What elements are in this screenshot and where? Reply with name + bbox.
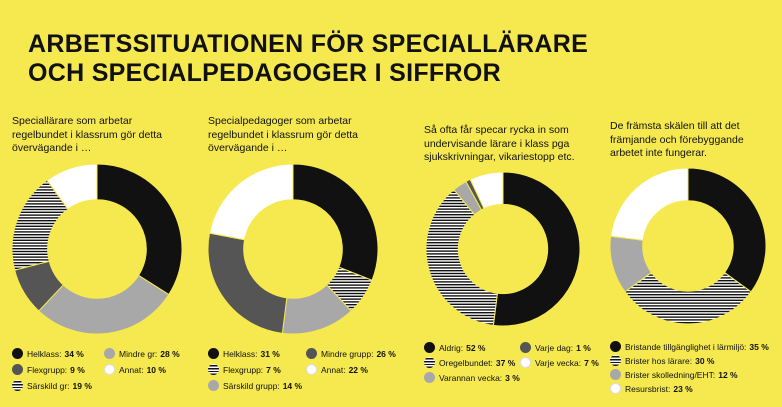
legend-label: Flexgrupp: <box>27 364 68 375</box>
legend-swatch <box>610 369 621 380</box>
legend-value: 7 % <box>584 357 599 368</box>
legend-label: Bristande tillgänglighet i lärmiljö: <box>625 341 747 352</box>
legend-item: Annat: 10 % <box>104 364 166 375</box>
legend-swatch <box>208 380 219 391</box>
chart-2-donut <box>207 163 379 335</box>
donut-slice-2 <box>425 188 498 326</box>
chart-3-intro: Så ofta får specar rycka in som undervis… <box>424 124 575 163</box>
legend-swatch <box>306 348 317 359</box>
legend-value: 26 % <box>376 348 396 359</box>
legend-swatch <box>208 364 219 375</box>
legend-label: Aldrig: <box>439 342 464 353</box>
legend-value: 19 % <box>72 380 92 391</box>
legend-item: Bristande tillgänglighet i lärmiljö: 35 … <box>610 341 769 352</box>
legend-value: 31 % <box>260 348 280 359</box>
legend-item: Mindre grupp: 26 % <box>306 348 396 359</box>
title-line-2: OCH SPECIALPEDAGOGER I SIFFROR <box>28 59 501 87</box>
legend-item: Varannan vecka: 3 % <box>424 372 520 383</box>
legend-item: Brister hos lärare: 30 % <box>610 355 714 366</box>
legend-item: Varje dag: 1 % <box>520 342 591 353</box>
legend-value: 7 % <box>266 364 281 375</box>
legend-label: Varje vecka: <box>535 357 582 368</box>
legend-swatch <box>12 348 23 359</box>
page-title: ARBETSSITUATIONEN FÖR SPECIALLÄRARE OCH … <box>28 30 588 88</box>
legend-item: Särskild grupp: 14 % <box>208 380 302 391</box>
legend-value: 28 % <box>160 348 180 359</box>
legend-item: Flexgrupp: 9 % <box>12 364 85 375</box>
legend-label: Särskild grupp: <box>223 380 280 391</box>
legend-swatch <box>610 355 621 366</box>
legend-label: Helklass: <box>27 348 62 359</box>
donut-slice-2 <box>624 271 752 325</box>
legend-value: 9 % <box>70 364 85 375</box>
legend-value: 12 % <box>718 369 738 380</box>
legend-swatch <box>520 342 531 353</box>
legend-label: Annat: <box>321 364 346 375</box>
legend-item: Flexgrupp: 7 % <box>208 364 281 375</box>
chart-3-donut <box>425 171 581 327</box>
donut-slice-5 <box>208 163 294 241</box>
legend-item: Särskild gr: 19 % <box>12 380 92 391</box>
legend-item: Resursbrist: 23 % <box>610 383 693 394</box>
legend-label: Varje dag: <box>535 342 574 353</box>
legend-label: Helklass: <box>223 348 258 359</box>
chart-4-intro: De främsta skälen till att det främjande… <box>610 120 744 159</box>
legend-label: Brister hos lärare: <box>625 355 693 366</box>
donut-slice-1 <box>292 163 379 281</box>
legend-value: 14 % <box>282 380 303 391</box>
legend-value: 52 % <box>466 342 486 353</box>
legend-label: Annat: <box>119 364 144 375</box>
legend-item: Annat: 22 % <box>306 364 368 375</box>
donut-slice-4 <box>610 167 689 241</box>
legend-value: 35 % <box>749 341 769 352</box>
legend-swatch <box>520 357 531 368</box>
legend-value: 37 % <box>495 357 516 368</box>
donut-slice-1 <box>96 163 183 296</box>
chart-1-donut <box>11 163 183 335</box>
legend-value: 3 % <box>505 372 520 383</box>
title-line-1: ARBETSSITUATIONEN FÖR SPECIALLÄRARE <box>28 30 589 58</box>
legend-swatch <box>208 348 219 359</box>
donut-slice-5 <box>469 171 504 210</box>
legend-value: 23 % <box>673 383 693 394</box>
legend-label: Mindre gr: <box>119 348 158 359</box>
legend-label: Resursbrist: <box>625 383 671 394</box>
legend-item: Helklass: 34 % <box>12 348 84 359</box>
legend-item: Brister skolledning/EHT: 12 % <box>610 369 738 380</box>
donut-slice-1 <box>492 171 581 327</box>
legend-item: Varje vecka: 7 % <box>520 357 599 368</box>
legend-swatch <box>104 348 115 359</box>
legend-label: Varannan vecka: <box>439 372 503 383</box>
legend-item: Helklass: 31 % <box>208 348 280 359</box>
legend-value: 1 % <box>576 342 591 353</box>
legend-swatch <box>12 364 23 375</box>
legend-swatch <box>424 372 435 383</box>
legend-value: 10 % <box>146 364 166 375</box>
legend-value: 22 % <box>348 364 368 375</box>
legend-swatch <box>424 357 435 368</box>
legend-swatch <box>104 364 115 375</box>
legend-item: Aldrig: 52 % <box>424 342 485 353</box>
legend-label: Flexgrupp: <box>223 364 264 375</box>
legend-label: Mindre grupp: <box>321 348 374 359</box>
legend-swatch <box>610 341 621 352</box>
legend-label: Oregelbundet: <box>439 357 493 368</box>
legend-value: 30 % <box>695 355 715 366</box>
legend-swatch <box>306 364 317 375</box>
legend-item: Mindre gr: 28 % <box>104 348 180 359</box>
legend-swatch <box>610 383 621 394</box>
legend-value: 34 % <box>64 348 84 359</box>
donut-slice-5 <box>46 163 98 210</box>
chart-1-intro: Speciallärare som arbetar regelbundet i … <box>12 115 162 154</box>
donut-slice-4 <box>207 232 288 334</box>
legend-swatch <box>12 380 23 391</box>
chart-4-donut <box>609 167 767 325</box>
legend-label: Särskild gr: <box>27 380 70 391</box>
legend-label: Brister skolledning/EHT: <box>625 369 716 380</box>
legend-item: Oregelbundet: 37 % <box>424 357 515 368</box>
donut-slice-1 <box>687 167 767 293</box>
legend-swatch <box>424 342 435 353</box>
donut-slice-4 <box>38 274 170 335</box>
chart-2-intro: Specialpedagoger som arbetar regelbundet… <box>208 115 358 154</box>
